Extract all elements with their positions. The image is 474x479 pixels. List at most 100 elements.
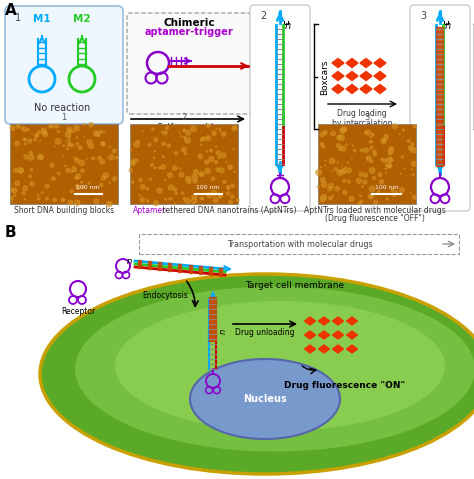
Circle shape [154, 201, 158, 205]
Circle shape [215, 146, 217, 147]
Circle shape [200, 137, 203, 141]
Circle shape [14, 194, 16, 196]
Circle shape [383, 138, 386, 142]
Circle shape [75, 200, 80, 205]
Polygon shape [346, 345, 357, 353]
Circle shape [219, 194, 222, 198]
Circle shape [360, 195, 361, 196]
Text: 100 nm: 100 nm [196, 185, 220, 190]
Polygon shape [437, 137, 444, 141]
Circle shape [23, 138, 25, 140]
Circle shape [82, 186, 84, 188]
Circle shape [219, 168, 224, 173]
Circle shape [201, 197, 204, 199]
Circle shape [227, 187, 229, 190]
Circle shape [37, 194, 38, 196]
Polygon shape [374, 58, 386, 68]
Polygon shape [346, 58, 358, 68]
Circle shape [411, 161, 416, 166]
Circle shape [387, 163, 392, 168]
Circle shape [149, 179, 151, 180]
Circle shape [362, 186, 364, 187]
Polygon shape [189, 265, 191, 273]
Circle shape [367, 158, 368, 159]
Circle shape [363, 180, 367, 184]
Polygon shape [437, 72, 444, 76]
Circle shape [89, 123, 93, 127]
Circle shape [94, 199, 99, 204]
Bar [130, 124, 238, 204]
Text: No reaction: No reaction [34, 103, 90, 113]
Circle shape [219, 157, 220, 159]
Circle shape [411, 143, 414, 145]
Circle shape [23, 127, 27, 131]
Circle shape [227, 192, 230, 195]
Circle shape [29, 175, 31, 178]
Circle shape [399, 134, 400, 135]
Circle shape [175, 192, 177, 194]
Circle shape [24, 138, 27, 141]
Circle shape [18, 125, 19, 126]
Circle shape [79, 146, 82, 149]
Circle shape [21, 126, 24, 129]
Circle shape [335, 186, 339, 191]
Polygon shape [437, 82, 444, 86]
Circle shape [10, 126, 15, 131]
Circle shape [207, 136, 209, 137]
Circle shape [220, 130, 221, 132]
Circle shape [159, 167, 161, 169]
Polygon shape [437, 77, 444, 81]
Circle shape [154, 138, 157, 141]
Circle shape [205, 160, 209, 164]
Text: Drug fluorescence "ON": Drug fluorescence "ON" [284, 381, 406, 390]
Polygon shape [332, 331, 344, 339]
Circle shape [320, 143, 324, 146]
Circle shape [182, 192, 183, 194]
Circle shape [385, 168, 387, 170]
Circle shape [61, 198, 65, 202]
Text: n: n [219, 329, 228, 334]
Circle shape [183, 197, 185, 199]
Circle shape [223, 181, 226, 183]
Circle shape [155, 140, 157, 142]
Circle shape [191, 126, 197, 132]
FancyBboxPatch shape [127, 13, 251, 114]
Circle shape [92, 157, 95, 160]
Circle shape [72, 167, 76, 171]
Circle shape [374, 153, 376, 156]
Circle shape [237, 199, 239, 202]
Text: 100 nm: 100 nm [76, 185, 100, 190]
Polygon shape [138, 261, 141, 268]
Circle shape [411, 169, 412, 170]
Circle shape [335, 168, 337, 171]
Polygon shape [332, 58, 344, 68]
Circle shape [52, 177, 55, 181]
Polygon shape [210, 307, 217, 311]
Circle shape [342, 130, 344, 133]
Circle shape [378, 173, 382, 176]
Circle shape [131, 161, 136, 165]
Circle shape [341, 146, 346, 151]
Circle shape [107, 158, 108, 159]
Text: Drug loading
by intercalation: Drug loading by intercalation [332, 109, 392, 128]
Circle shape [179, 132, 180, 133]
Circle shape [162, 142, 165, 145]
Text: tethered DNA nanotrains (AptNTrs): tethered DNA nanotrains (AptNTrs) [160, 206, 297, 215]
Circle shape [322, 146, 325, 148]
Circle shape [42, 131, 46, 134]
Circle shape [87, 140, 92, 145]
Circle shape [183, 129, 185, 131]
Circle shape [211, 191, 217, 196]
Circle shape [100, 183, 103, 186]
Circle shape [410, 193, 411, 194]
Circle shape [93, 131, 99, 136]
Circle shape [207, 136, 211, 140]
Circle shape [369, 168, 375, 173]
Circle shape [356, 178, 362, 183]
Circle shape [337, 144, 340, 148]
Circle shape [46, 184, 49, 188]
Polygon shape [332, 71, 344, 80]
Circle shape [10, 197, 14, 200]
Polygon shape [209, 267, 212, 274]
Circle shape [212, 131, 216, 135]
